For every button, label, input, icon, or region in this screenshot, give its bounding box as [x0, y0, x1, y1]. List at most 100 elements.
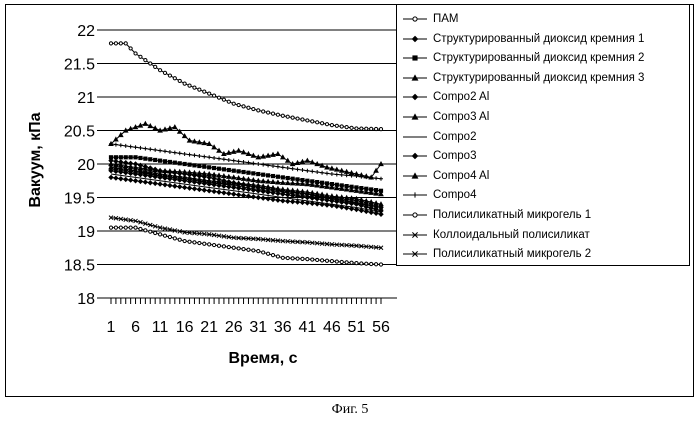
data-point [365, 262, 368, 265]
x-tick-label: 46 [323, 319, 341, 336]
data-point [222, 157, 226, 161]
legend-swatch [403, 33, 427, 45]
data-point [163, 169, 167, 173]
data-point [266, 180, 270, 184]
data-point [271, 174, 274, 177]
data-point [207, 172, 211, 176]
data-point [355, 127, 358, 130]
data-point [158, 129, 162, 133]
data-point [291, 189, 295, 193]
data-point [296, 161, 300, 165]
data-point [188, 186, 192, 190]
data-point [252, 249, 255, 252]
data-point [183, 82, 186, 85]
data-point [330, 172, 334, 176]
data-point [340, 169, 344, 173]
data-point [310, 160, 314, 164]
data-point [173, 77, 176, 80]
data-point [129, 47, 132, 50]
data-point [266, 252, 269, 255]
data-point [320, 193, 324, 197]
data-point [242, 182, 246, 186]
data-point [257, 109, 260, 112]
x-tick-label: 51 [348, 319, 366, 336]
data-point [163, 160, 166, 163]
data-point [207, 142, 211, 146]
data-point [305, 159, 309, 163]
data-point [227, 151, 231, 155]
legend-label: Compo2 [433, 131, 476, 143]
data-point [227, 168, 230, 171]
legend-item: Структурированный диоксид кремния 2 [403, 48, 644, 68]
data-point [124, 129, 128, 133]
data-point [232, 102, 235, 105]
data-point [109, 156, 112, 159]
data-point [271, 198, 275, 202]
data-point [412, 154, 417, 159]
data-point [281, 176, 284, 179]
data-point [153, 126, 157, 130]
data-point [276, 180, 280, 184]
data-point [256, 196, 260, 200]
series-line [111, 43, 381, 129]
data-point [335, 172, 339, 176]
data-point [325, 165, 329, 169]
data-point [237, 159, 241, 163]
data-point [163, 127, 167, 131]
data-point [208, 92, 211, 95]
data-point [178, 79, 181, 82]
data-point [305, 190, 309, 194]
data-point [124, 144, 128, 148]
data-point [296, 167, 300, 171]
data-point [227, 245, 230, 248]
data-point [202, 155, 206, 159]
data-point [296, 178, 299, 181]
data-point [143, 147, 147, 151]
data-point [412, 114, 417, 119]
x-tick-label: 1 [107, 319, 116, 336]
data-point [242, 193, 246, 197]
data-point [412, 36, 417, 41]
data-point [246, 182, 250, 186]
data-point [247, 248, 250, 251]
data-point [276, 255, 279, 258]
data-point [154, 65, 157, 68]
legend-item: Compo2 [403, 127, 476, 147]
data-point [266, 174, 269, 177]
legend-swatch [403, 150, 427, 162]
data-point [148, 124, 152, 128]
data-point [207, 189, 211, 193]
data-point [242, 105, 245, 108]
data-point [178, 151, 182, 155]
data-point [379, 263, 382, 266]
data-point [320, 122, 323, 125]
data-point [129, 226, 132, 229]
data-point [311, 258, 314, 261]
data-point [281, 256, 284, 259]
data-point [158, 169, 162, 173]
data-point [256, 183, 260, 187]
legend-item: ПАМ [403, 9, 459, 29]
data-point [379, 162, 383, 166]
data-point [114, 42, 117, 45]
x-tick-label: 11 [152, 319, 169, 336]
data-point [286, 115, 289, 118]
data-point [345, 126, 348, 129]
data-point [124, 177, 128, 181]
legend-item: Полисиликатный микрогель 1 [403, 205, 591, 225]
data-point [355, 262, 358, 265]
data-point [217, 244, 220, 247]
x-tick-label: 21 [200, 319, 218, 336]
data-point [119, 177, 123, 181]
data-point [251, 195, 255, 199]
y-tick-label: 21 [77, 90, 95, 107]
data-point [222, 174, 226, 178]
data-point [345, 196, 349, 200]
data-point [158, 159, 161, 162]
data-point [154, 231, 157, 234]
data-point [335, 168, 339, 172]
data-point [276, 175, 279, 178]
data-point [300, 160, 304, 164]
data-point [374, 176, 378, 180]
data-point [242, 177, 246, 181]
